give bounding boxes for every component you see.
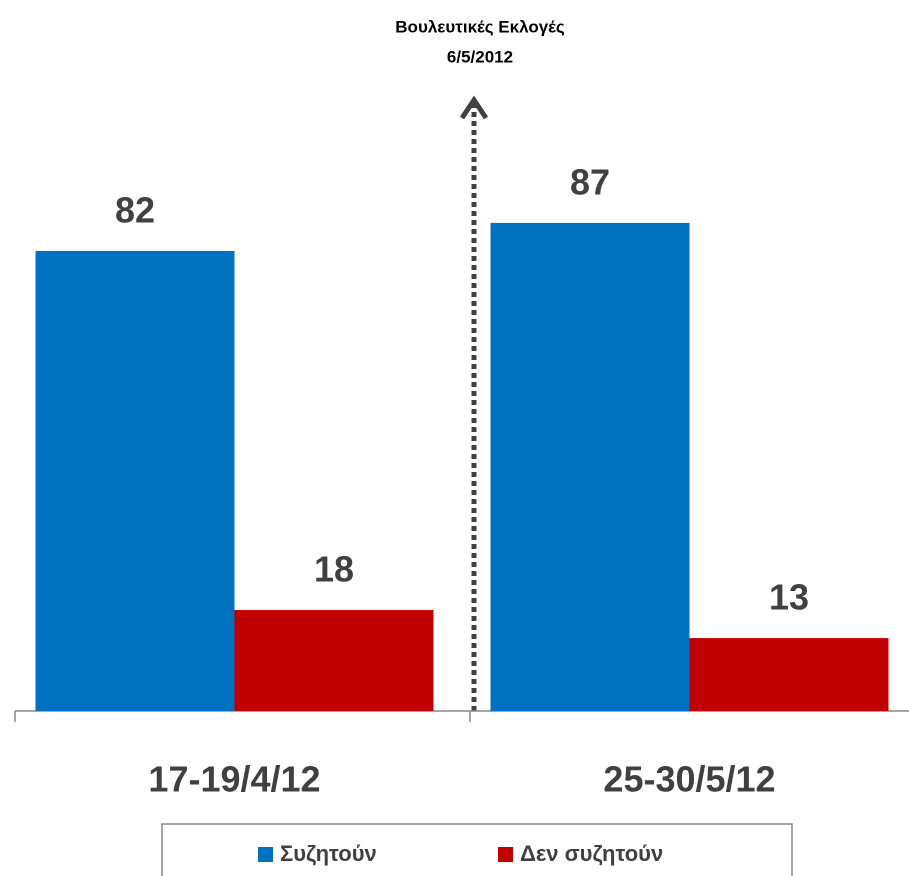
bar [490, 222, 690, 711]
data-label: 87 [570, 161, 610, 202]
data-label: 13 [769, 577, 809, 618]
arrow-head [459, 95, 489, 120]
x-tick-label: 17-19/4/12 [148, 759, 320, 800]
x-tick-label: 25-30/5/12 [603, 759, 775, 800]
annotation-line: 6/5/2012 [447, 47, 513, 66]
data-label: 82 [115, 189, 155, 230]
legend-label: Δεν συζητούν [520, 841, 663, 866]
bar [689, 638, 889, 711]
bar [35, 250, 235, 712]
data-label: 18 [314, 549, 354, 590]
legend-box [161, 823, 793, 876]
annotation-line: Βουλευτικές Εκλογές [395, 17, 565, 36]
legend-label: Συζητούν [280, 841, 377, 866]
legend-swatch [258, 847, 273, 862]
legend-swatch [498, 847, 513, 862]
bar [234, 610, 434, 711]
